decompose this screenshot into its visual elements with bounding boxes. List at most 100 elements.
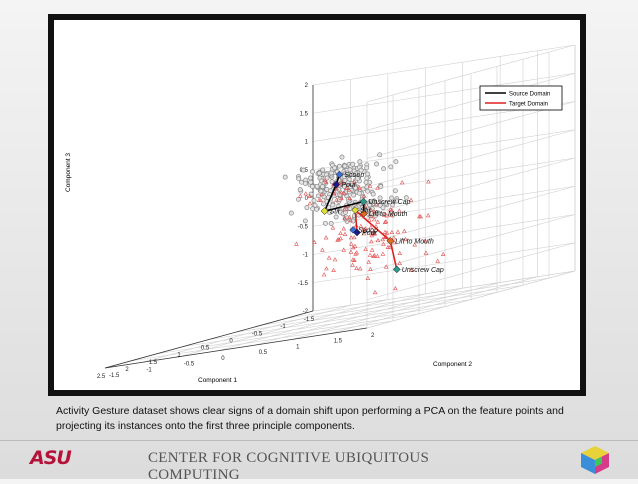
source-point <box>322 220 328 226</box>
source-centroid-scoop <box>335 170 344 179</box>
source-point <box>403 195 409 201</box>
target-point <box>374 201 379 206</box>
target-point <box>403 236 408 242</box>
floor-gridline <box>254 287 463 346</box>
target-label-unscrew-cap: Unscrew Cap <box>402 267 444 274</box>
target-point <box>422 238 428 243</box>
target-label-lift-to-mouth: Lift to Mouth <box>395 238 434 245</box>
target-point <box>357 185 362 190</box>
target-point <box>391 240 397 245</box>
source-point <box>296 196 301 202</box>
z-tick-label: 1.5 <box>300 111 309 117</box>
wall-gridline <box>366 44 576 103</box>
target-point <box>372 252 377 258</box>
y-tick-label: 0 <box>221 356 225 362</box>
target-point <box>426 179 431 184</box>
source-point <box>378 184 384 189</box>
target-point <box>358 223 364 228</box>
target-point <box>351 179 357 184</box>
z-tick-label: 0 <box>305 196 309 202</box>
source-point <box>297 187 303 193</box>
target-centroid-stir <box>351 206 360 215</box>
source-point <box>357 159 363 165</box>
target-label-pour: Pour <box>362 230 377 237</box>
target-point <box>312 239 317 244</box>
target-point <box>417 213 422 219</box>
wall-gridline <box>366 101 576 159</box>
target-point <box>341 226 347 231</box>
target-point <box>383 219 389 224</box>
source-label-lift-to-mouth: Lift to Mouth <box>369 211 408 218</box>
target-point <box>409 267 414 272</box>
target-point <box>361 231 367 236</box>
source-label-stir: Stir <box>330 209 341 216</box>
target-point <box>342 231 348 236</box>
target-point <box>381 212 387 217</box>
target-point <box>342 207 348 212</box>
target-point <box>382 229 388 234</box>
source-point <box>360 186 366 192</box>
z-axis-label: Component 3 <box>65 153 72 192</box>
source-point <box>330 202 336 208</box>
floor-gridline <box>179 299 388 357</box>
floor-gridline <box>130 320 394 362</box>
wall-gridline <box>312 44 576 86</box>
source-point <box>341 174 347 180</box>
z-tick-label: 2 <box>305 83 309 89</box>
target-point <box>393 285 398 291</box>
target-label-stir: Stir <box>360 208 371 215</box>
asu-logo: ASU <box>30 447 72 469</box>
target-point <box>348 241 354 246</box>
target-point <box>366 259 372 264</box>
target-point <box>369 233 375 238</box>
target-point <box>338 235 343 241</box>
source-point <box>314 183 320 189</box>
source-point <box>367 202 373 208</box>
source-point <box>389 195 395 201</box>
source-point <box>320 184 325 190</box>
source-point <box>393 159 399 165</box>
target-point <box>365 275 371 280</box>
legend-box <box>479 85 563 111</box>
source-point <box>309 169 315 175</box>
x-axis-label: Component 1 <box>198 377 237 384</box>
target-point <box>361 193 367 198</box>
source-point <box>364 165 370 171</box>
source-point <box>328 170 334 176</box>
y-tick-label: -1.5 <box>109 373 120 379</box>
target-point <box>397 260 403 265</box>
source-label-unscrew-cap: Unscrew Cap <box>369 199 411 206</box>
target-point <box>294 241 299 246</box>
x-tick-label: 2.5 <box>97 374 106 380</box>
target-point <box>370 230 375 235</box>
source-label-pour: Pour <box>341 182 356 189</box>
target-point <box>362 225 368 231</box>
source-centroid-unscrew-cap <box>359 197 368 206</box>
target-point <box>319 191 325 197</box>
x-tick-label: 0.5 <box>201 346 210 352</box>
source-point <box>308 179 314 185</box>
x-tick-label: -1.5 <box>304 317 315 323</box>
x-tick-label: 2 <box>125 367 129 373</box>
source-point <box>374 210 380 216</box>
target-point <box>396 208 402 213</box>
z-tick-label: -1.5 <box>298 281 309 287</box>
target-point <box>350 262 355 267</box>
wall-gridline <box>366 270 576 329</box>
target-point <box>348 249 354 254</box>
floor-gridline <box>260 284 524 326</box>
y-axis-label: Component 2 <box>433 361 472 368</box>
slide-caption: Activity Gesture dataset shows clear sig… <box>56 405 564 432</box>
z-tick-label: -1 <box>303 253 309 259</box>
source-point <box>371 199 377 205</box>
source-point <box>328 221 334 226</box>
source-point <box>392 188 398 194</box>
source-point <box>394 198 400 204</box>
y-tick-label: 1 <box>296 344 300 350</box>
source-point <box>316 170 322 176</box>
target-point <box>388 212 394 217</box>
target-point <box>332 257 338 262</box>
floor-gridline <box>217 293 426 352</box>
target-point <box>307 201 313 206</box>
x-tick-label: -1 <box>280 324 286 330</box>
